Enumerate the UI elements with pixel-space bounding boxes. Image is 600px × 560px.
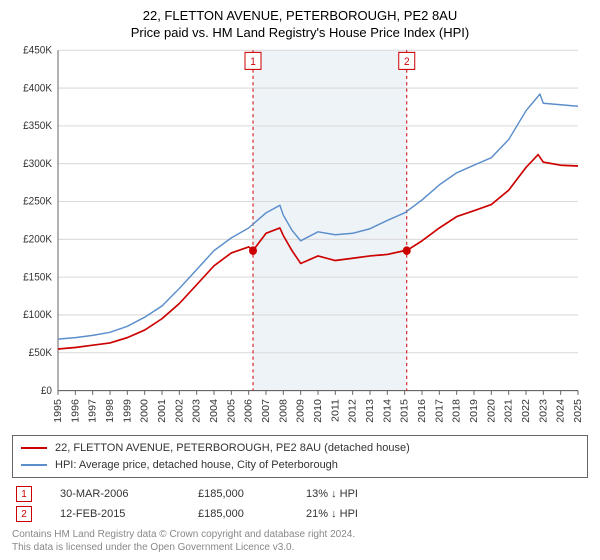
svg-text:2009: 2009	[296, 399, 307, 423]
svg-text:2021: 2021	[504, 399, 515, 423]
title-address: 22, FLETTON AVENUE, PETERBOROUGH, PE2 8A…	[12, 8, 588, 23]
svg-text:£350K: £350K	[23, 121, 52, 132]
title-block: 22, FLETTON AVENUE, PETERBOROUGH, PE2 8A…	[12, 8, 588, 40]
event-price: £185,000	[198, 508, 278, 520]
svg-text:2000: 2000	[140, 399, 151, 423]
svg-text:1997: 1997	[88, 399, 99, 423]
svg-text:£300K: £300K	[23, 159, 52, 170]
svg-text:£250K: £250K	[23, 196, 52, 207]
svg-text:2015: 2015	[400, 399, 411, 423]
svg-text:2012: 2012	[348, 399, 359, 423]
svg-text:£400K: £400K	[23, 83, 52, 94]
title-subtitle: Price paid vs. HM Land Registry's House …	[12, 25, 588, 40]
svg-text:£450K: £450K	[23, 46, 52, 57]
chart-container: 22, FLETTON AVENUE, PETERBOROUGH, PE2 8A…	[0, 0, 600, 560]
event-marker-icon: 2	[16, 506, 32, 522]
svg-text:£100K: £100K	[23, 310, 52, 321]
event-delta: 21% ↓ HPI	[306, 508, 406, 520]
svg-text:£0: £0	[41, 386, 52, 397]
svg-text:£200K: £200K	[23, 234, 52, 245]
svg-text:2004: 2004	[209, 399, 220, 423]
footer-copyright: Contains HM Land Registry data © Crown c…	[12, 528, 588, 541]
footer: Contains HM Land Registry data © Crown c…	[12, 528, 588, 554]
svg-text:2020: 2020	[487, 399, 498, 423]
svg-text:1996: 1996	[71, 399, 82, 423]
svg-text:1995: 1995	[53, 399, 64, 423]
svg-text:2014: 2014	[383, 399, 394, 423]
svg-text:1999: 1999	[123, 399, 134, 423]
svg-text:2016: 2016	[417, 399, 428, 423]
legend: 22, FLETTON AVENUE, PETERBOROUGH, PE2 8A…	[12, 435, 588, 478]
chart-area: £0 £50K £100K £150K £200K £250K £300K £350K £400…	[12, 46, 588, 431]
legend-label: 22, FLETTON AVENUE, PETERBOROUGH, PE2 8A…	[55, 440, 410, 457]
svg-text:2008: 2008	[279, 399, 290, 423]
svg-text:2017: 2017	[435, 399, 446, 423]
svg-text:2018: 2018	[452, 399, 463, 423]
svg-text:2019: 2019	[469, 399, 480, 423]
legend-label: HPI: Average price, detached house, City…	[55, 457, 338, 474]
legend-item: 22, FLETTON AVENUE, PETERBOROUGH, PE2 8A…	[21, 440, 579, 457]
event-row: 2 12-FEB-2015 £185,000 21% ↓ HPI	[12, 504, 588, 524]
svg-text:1: 1	[250, 57, 256, 68]
svg-text:2022: 2022	[521, 399, 532, 423]
svg-text:2: 2	[404, 57, 410, 68]
svg-text:2003: 2003	[192, 399, 203, 423]
svg-text:2005: 2005	[227, 399, 238, 423]
line-chart: £0 £50K £100K £150K £200K £250K £300K £350K £400…	[12, 46, 588, 431]
svg-text:2025: 2025	[573, 399, 584, 423]
svg-text:2002: 2002	[175, 399, 186, 423]
legend-swatch	[21, 464, 47, 466]
svg-text:2010: 2010	[313, 399, 324, 423]
svg-text:1998: 1998	[105, 399, 116, 423]
legend-swatch	[21, 447, 47, 449]
footer-licence: This data is licensed under the Open Gov…	[12, 541, 588, 554]
svg-text:2024: 2024	[556, 399, 567, 423]
svg-text:2011: 2011	[331, 399, 342, 422]
svg-text:2013: 2013	[365, 399, 376, 423]
legend-item: HPI: Average price, detached house, City…	[21, 457, 579, 474]
svg-text:2007: 2007	[261, 399, 272, 423]
event-date: 12-FEB-2015	[60, 508, 170, 520]
events-table: 1 30-MAR-2006 £185,000 13% ↓ HPI 2 12-FE…	[12, 484, 588, 524]
svg-text:2006: 2006	[244, 399, 255, 423]
svg-text:£50K: £50K	[29, 348, 52, 359]
event-price: £185,000	[198, 488, 278, 500]
event-delta: 13% ↓ HPI	[306, 488, 406, 500]
svg-text:2023: 2023	[539, 399, 550, 423]
svg-text:£150K: £150K	[23, 272, 52, 283]
event-marker-icon: 1	[16, 486, 32, 502]
svg-text:2001: 2001	[157, 399, 168, 423]
event-date: 30-MAR-2006	[60, 488, 170, 500]
event-row: 1 30-MAR-2006 £185,000 13% ↓ HPI	[12, 484, 588, 504]
